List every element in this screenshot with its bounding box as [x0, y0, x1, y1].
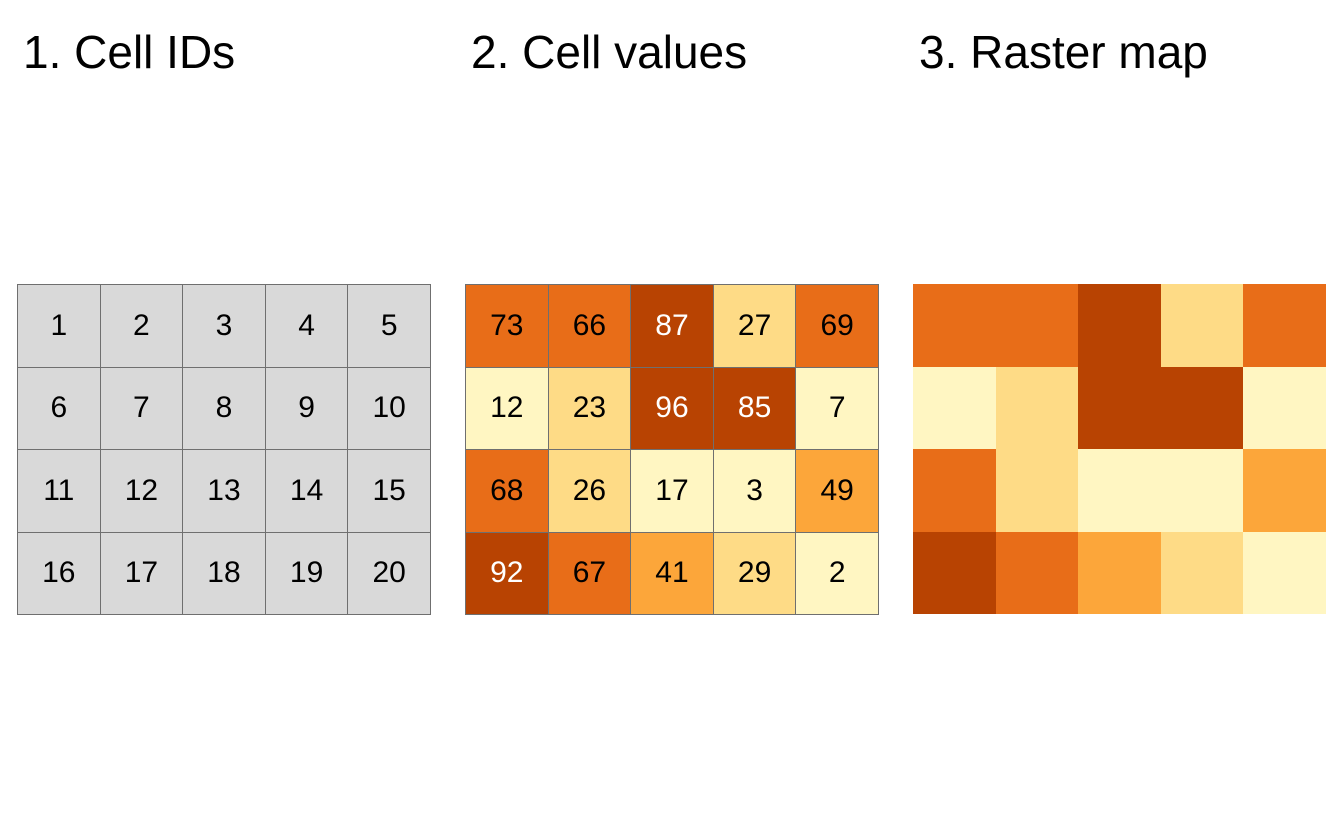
cell-value: 49 [795, 449, 879, 533]
cell-value: 17 [630, 449, 714, 533]
cell-value: 3 [712, 449, 797, 533]
cell-id: 14 [264, 449, 349, 533]
cell-id: 20 [347, 531, 431, 615]
cell-value: 92 [465, 531, 549, 615]
cell-id: 8 [182, 366, 266, 450]
raster-map-grid [913, 284, 1326, 614]
cell-value: 7 [795, 366, 879, 450]
cell-value: 68 [465, 449, 549, 533]
cell-value: 85 [712, 366, 797, 450]
cell-id: 10 [347, 366, 431, 450]
cell-id: 9 [264, 366, 349, 450]
cell-id: 5 [347, 284, 431, 368]
cell-value: 2 [795, 531, 879, 615]
cell-value: 73 [465, 284, 549, 368]
raster-cell [1160, 531, 1244, 614]
raster-cell [1160, 284, 1244, 367]
raster-cell [1160, 449, 1244, 532]
cell-value: 26 [547, 449, 632, 533]
cell-id: 18 [182, 531, 266, 615]
cell-value: 66 [547, 284, 632, 368]
raster-cell [913, 531, 996, 614]
cell-id: 19 [264, 531, 349, 615]
raster-cell [1243, 284, 1326, 367]
cell-value: 69 [795, 284, 879, 368]
cell-ids-title: 1. Cell IDs [23, 26, 236, 78]
raster-cell [913, 449, 996, 532]
raster-cell [913, 284, 996, 367]
cell-id: 6 [17, 366, 101, 450]
raster-cell [995, 284, 1079, 367]
raster-cell [995, 531, 1079, 614]
raster-cell [1078, 449, 1161, 532]
raster-cell [1160, 366, 1244, 449]
cell-id: 7 [99, 366, 184, 450]
cell-ids-grid: 1 2 3 4 5 6 7 8 9 10 11 12 13 14 15 16 17 18 19 20 [17, 284, 431, 615]
raster-cell [995, 366, 1079, 449]
cell-value: 29 [712, 531, 797, 615]
raster-cell [1243, 531, 1326, 614]
cell-value: 96 [630, 366, 714, 450]
raster-cell [1078, 284, 1161, 367]
cell-id: 12 [99, 449, 184, 533]
raster-cell [1078, 366, 1161, 449]
cell-id: 3 [182, 284, 266, 368]
cell-id: 16 [17, 531, 101, 615]
cell-values-grid: 73 66 87 27 69 12 23 96 85 7 68 26 17 3 49 92 67 41 29 2 [465, 284, 879, 615]
cell-value: 67 [547, 531, 632, 615]
cell-id: 17 [99, 531, 184, 615]
raster-cell [1078, 531, 1161, 614]
cell-value: 23 [547, 366, 632, 450]
raster-cell [1243, 449, 1326, 532]
raster-cell [995, 449, 1079, 532]
cell-id: 15 [347, 449, 431, 533]
cell-values-title: 2. Cell values [471, 26, 748, 78]
raster-cell [1243, 366, 1326, 449]
cell-id: 1 [17, 284, 101, 368]
cell-value: 87 [630, 284, 714, 368]
cell-id: 13 [182, 449, 266, 533]
raster-map-title: 3. Raster map [919, 26, 1208, 78]
cell-id: 4 [264, 284, 349, 368]
cell-value: 41 [630, 531, 714, 615]
cell-id: 2 [99, 284, 184, 368]
cell-value: 12 [465, 366, 549, 450]
cell-value: 27 [712, 284, 797, 368]
cell-id: 11 [17, 449, 101, 533]
raster-cell [913, 366, 996, 449]
